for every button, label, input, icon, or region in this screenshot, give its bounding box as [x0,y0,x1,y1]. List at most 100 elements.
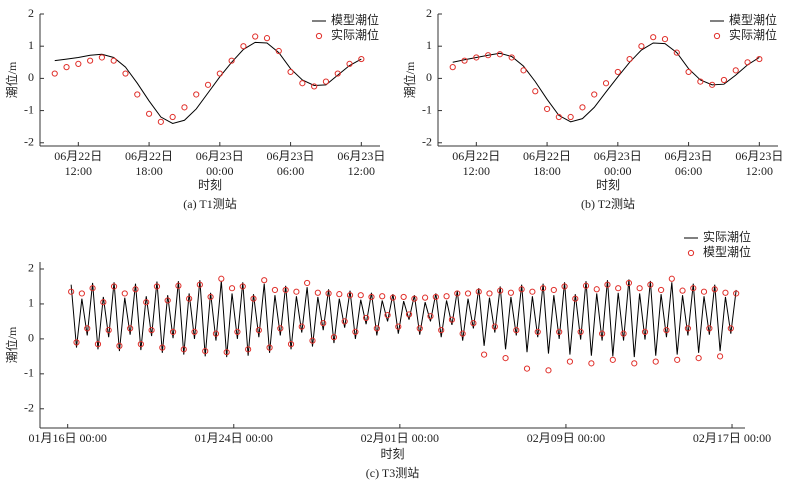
series-line [70,279,737,358]
data-point [661,36,669,43]
x-tick-label: 06月22日 18:00 [523,149,572,178]
data-point [577,328,584,335]
data-point [679,287,686,294]
legend-marker [315,32,323,40]
x-tick-label: 06月23日 12:00 [337,149,386,178]
y-tick-label: -1 [24,366,34,380]
data-point [615,285,622,292]
legend-label: 实际潮位 [331,27,379,42]
data-point [454,290,461,297]
y-axis-label: 潮位/m [402,61,417,98]
y-axis-label: 潮位/m [4,326,19,363]
data-point [282,286,289,294]
data-point [193,91,200,98]
data-point [716,353,724,360]
data-point [422,294,429,301]
data-point [373,325,380,332]
data-point [545,367,552,374]
caption: (b) T2测站 [580,197,636,211]
data-point [368,293,375,301]
x-tick-label: 06月23日 00:00 [593,149,642,178]
data-point [591,91,598,98]
legend-label: 实际潮位 [703,229,751,244]
data-point [626,55,633,63]
data-point [357,292,364,299]
x-tick-label: 01月16日 00:00 [28,431,107,445]
data-point [481,351,488,358]
y-tick-label: 0 [426,70,432,84]
data-point [87,57,94,64]
data-point [395,323,402,330]
data-point [116,342,123,349]
data-point [508,54,515,61]
x-tick-label: 06月22日 12:00 [54,149,103,178]
data-point [593,286,600,293]
data-point [240,43,247,50]
data-point [261,277,268,284]
data-point [145,110,153,117]
x-tick-label: 06月23日 06:00 [664,149,713,178]
data-point [400,293,407,301]
data-point [485,52,492,59]
y-tick-label: -2 [24,401,34,415]
data-point [277,325,284,332]
legend-label: 实际潮位 [729,27,777,42]
data-point [475,288,482,295]
data-point [228,57,235,64]
data-point [427,313,434,320]
data-point [389,294,397,301]
data-point [697,78,704,85]
data-point [346,60,353,68]
data-point [416,325,423,332]
data-point [598,330,606,337]
data-point [620,330,627,337]
data-point [459,330,466,337]
data-point [263,35,271,42]
x-tick-label: 06月22日 12:00 [452,149,501,178]
x-tick-label: 02月01日 00:00 [360,431,440,445]
data-point [75,60,82,68]
data-point [314,289,321,296]
data-point [239,283,246,290]
data-point [122,70,129,77]
data-point [461,57,468,64]
data-point [252,33,259,40]
data-point [271,286,279,294]
data-point [153,283,161,290]
data-point [127,325,134,332]
x-axis-label: 时刻 [197,178,223,192]
x-axis-label: 时刻 [595,178,621,192]
y-tick-label: 0 [28,70,34,84]
data-point [727,325,734,332]
data-point [336,291,343,298]
data-point [652,358,659,365]
data-point [534,328,541,335]
data-point [73,339,80,346]
data-point [497,287,504,294]
y-tick-label: 0 [28,331,34,345]
data-point [543,105,551,113]
data-point [732,67,739,74]
x-tick-label: 06月23日 12:00 [735,149,784,178]
data-point [572,295,579,302]
data-point [100,299,107,306]
data-point [561,283,568,290]
series-line [54,41,362,124]
data-point [159,344,166,351]
x-tick-label: 02月17日 00:00 [692,431,772,445]
data-point [529,288,536,295]
data-point [550,286,557,294]
data-point [245,346,252,353]
x-tick-label: 06月22日 18:00 [125,149,174,178]
data-point [432,293,439,301]
data-point [523,365,531,372]
data-point [532,88,539,95]
data-point [216,70,223,77]
data-point [491,323,498,330]
data-point [63,64,70,71]
data-point [756,55,763,63]
x-axis-label: 时刻 [380,447,405,461]
data-point [299,80,306,87]
data-point [464,290,472,297]
